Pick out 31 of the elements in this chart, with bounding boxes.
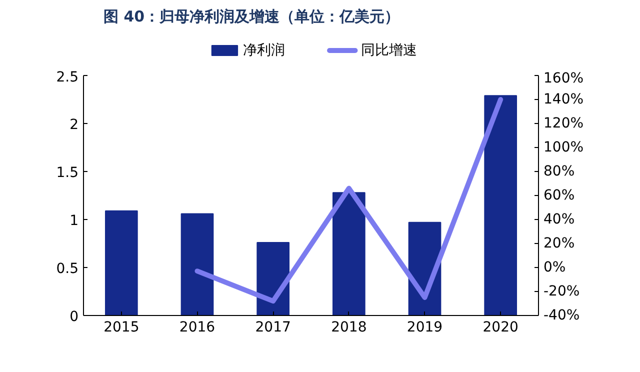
y2-tick-label: 160% [544,70,584,86]
x-tick-label: 2020 [482,320,518,336]
x-tick-label: 2015 [104,320,140,336]
x-tick-label: 2019 [406,320,443,336]
x-tick-label: 2018 [331,320,367,336]
bar [180,213,214,316]
bar [332,192,366,316]
legend-label: 净利润 [243,42,286,58]
y2-tick-label: 80% [544,164,575,180]
y2-tick-label: 40% [544,212,575,228]
y-tick-label: 1.5 [56,165,78,181]
x-tick-label: 2016 [179,320,216,336]
y-tick-label: 1 [70,213,79,229]
legend-label: 同比增速 [360,42,417,58]
bar [484,95,518,316]
y-tick-label: 0.5 [56,261,78,277]
y2-tick-label: 0% [544,260,566,276]
y2-tick-label: -20% [544,284,580,300]
y-tick-label: 2.5 [56,70,78,86]
bar [104,210,138,316]
y-tick-label: 2 [70,117,79,133]
x-tick-label: 2017 [255,320,291,336]
y2-tick-label: 140% [544,92,584,108]
y2-tick-label: 100% [544,140,584,156]
bar [256,242,290,316]
y2-tick-label: 60% [544,188,575,204]
y2-tick-label: -40% [544,308,580,324]
chart-title: 图 40：归母净利润及增速（单位：亿美元） [104,8,400,26]
y-tick-label: 0 [70,309,79,325]
y2-tick-label: 20% [544,236,575,252]
y2-tick-label: 120% [544,116,584,132]
